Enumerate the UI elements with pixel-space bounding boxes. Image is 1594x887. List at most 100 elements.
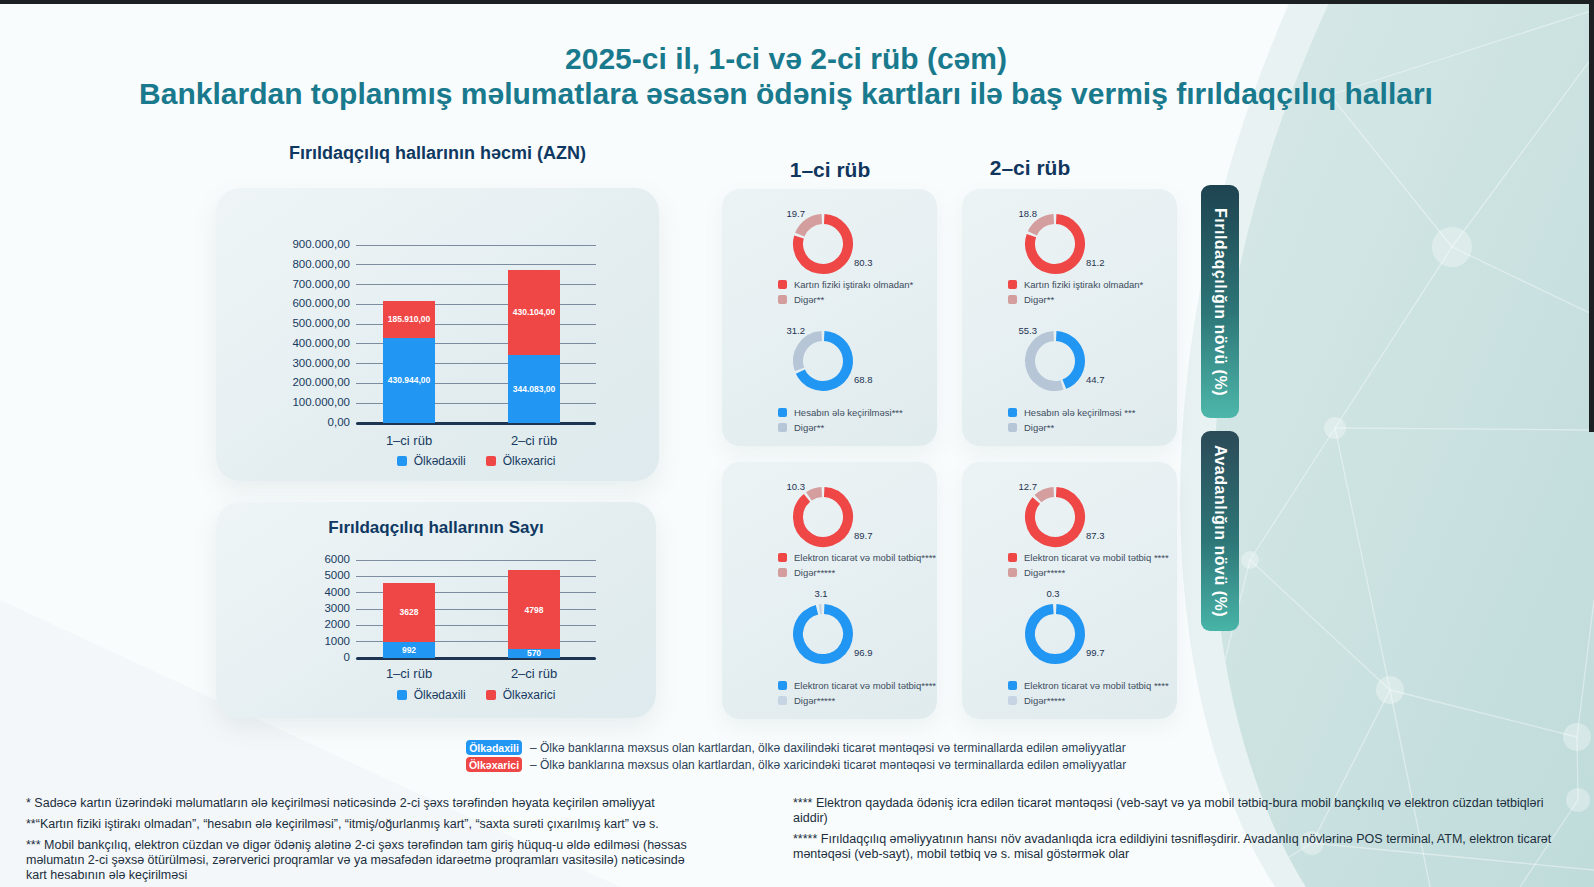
chart-legend: ÖlkədaxiliÖlkəxarici bbox=[356, 454, 596, 468]
bar-value-label: 344.083,00 bbox=[508, 384, 560, 394]
donut-legend-item: Digər***** bbox=[1008, 695, 1065, 706]
donut-arc-secondary bbox=[1038, 492, 1054, 499]
legend-swatch bbox=[397, 690, 407, 700]
donut-legend-item: Elektron ticarət və mobil tətbiq **** bbox=[1008, 552, 1169, 563]
column-header-q2: 2–ci rüb bbox=[930, 156, 1130, 180]
gridline bbox=[356, 284, 596, 285]
donut-primary-value: 68.8 bbox=[854, 374, 873, 385]
footnote-2: **“Kartın fiziki iştirakı olmadan”, “hes… bbox=[26, 817, 704, 832]
donut-legend-item: Kartın fiziki iştirakı olmadan* bbox=[1008, 279, 1143, 290]
donut-secondary-value: 55.3 bbox=[975, 325, 1037, 336]
legend-label: Kartın fiziki iştirakı olmadan* bbox=[794, 279, 913, 290]
ribbon-fraud-type-label: Fırıldaqçılığın növü (%) bbox=[1211, 208, 1229, 396]
donut-arc-primary bbox=[798, 492, 848, 542]
olkedaxili-description: – Ölkə banklarına məxsus olan kartlardan… bbox=[530, 741, 1126, 755]
donut-secondary-value: 12.7 bbox=[975, 481, 1037, 492]
donut-arc-secondary bbox=[800, 219, 822, 235]
legend-item: Ölkədaxili bbox=[397, 688, 466, 702]
legend-label: Hesabın ələ keçirilməsi*** bbox=[794, 407, 903, 418]
legend-label: Kartın fiziki iştirakı olmadan* bbox=[1024, 279, 1143, 290]
legend-label: Elektron ticarət və mobil tətbiq **** bbox=[1024, 680, 1169, 691]
donut-legend-item: Digər** bbox=[778, 294, 824, 305]
donut-chart bbox=[1017, 596, 1093, 672]
y-axis-tick-label: 500.000,00 bbox=[216, 317, 350, 329]
legend-label: Elektron ticarət və mobil tətbiq**** bbox=[794, 680, 936, 691]
volume-bar-chart: 900.000,00800.000,00700.000,00600.000,00… bbox=[216, 188, 659, 481]
y-axis-tick-label: 400.000,00 bbox=[216, 337, 350, 349]
donut-legend-item: Digər** bbox=[778, 422, 824, 433]
legend-label: Ölkədaxili bbox=[414, 688, 466, 702]
legend-swatch bbox=[1008, 280, 1017, 289]
donut-arc-secondary bbox=[1030, 336, 1062, 386]
donut-arc-primary bbox=[1030, 609, 1080, 659]
donut-legend-item: Digər***** bbox=[778, 695, 835, 706]
ribbon-fraud-type: Fırıldaqçılığın növü (%) bbox=[1201, 185, 1239, 418]
legend-label: Elektron ticarət və mobil tətbiq **** bbox=[1024, 552, 1169, 563]
y-axis-tick-label: 200.000,00 bbox=[216, 376, 350, 388]
donut-primary-value: 99.7 bbox=[1086, 647, 1105, 658]
legend-swatch bbox=[778, 696, 787, 705]
legend-label: Digər** bbox=[794, 294, 824, 305]
legend-label: Ölkəxarici bbox=[503, 688, 556, 702]
page-title-line2: Banklardan toplanmış məlumatlara əsasən … bbox=[0, 77, 1572, 111]
donut-legend-item: Hesabın ələ keçirilməsi *** bbox=[1008, 407, 1135, 418]
legend-swatch bbox=[778, 295, 787, 304]
legend-label: Digər***** bbox=[794, 695, 835, 706]
legend-label: Digər** bbox=[1024, 294, 1054, 305]
donut-secondary-value: 19.7 bbox=[743, 208, 805, 219]
bar-value-label: 430.944,00 bbox=[383, 375, 435, 385]
x-axis-category-label: 2–ci rüb bbox=[474, 433, 594, 448]
footnote-4: **** Elektron qaydada ödəniş icra edilən… bbox=[793, 796, 1555, 826]
legend-swatch bbox=[778, 681, 787, 690]
footnote-5: ***** Fırıldaqçılıq əməliyyatının hansı … bbox=[793, 832, 1555, 862]
page-title-line1: 2025-ci il, 1-ci və 2-ci rüb (cəm) bbox=[0, 42, 1572, 76]
legend-swatch bbox=[1008, 681, 1017, 690]
bar-value-label: 185.910,00 bbox=[383, 314, 435, 324]
legend-label: Digər***** bbox=[794, 567, 835, 578]
donut-arc-primary bbox=[1056, 336, 1080, 384]
x-axis-category-label: 1–ci rüb bbox=[349, 433, 469, 448]
legend-olkedaxili-row: Ölkədaxili – Ölkə banklarına məxsus olan… bbox=[466, 740, 1126, 755]
gridline bbox=[356, 245, 596, 246]
donut-arc-secondary bbox=[809, 492, 822, 496]
donut-secondary-value: 3.1 bbox=[799, 588, 843, 599]
legend-swatch bbox=[1008, 295, 1017, 304]
y-axis-tick-label: 700.000,00 bbox=[216, 278, 350, 290]
donut-primary-value: 96.9 bbox=[854, 647, 873, 658]
y-axis-tick-label: 300.000,00 bbox=[216, 357, 350, 369]
legend-swatch bbox=[778, 423, 787, 432]
legend-swatch bbox=[1008, 408, 1017, 417]
content-layer: 2025-ci il, 1-ci və 2-ci rüb (cəm) Bankl… bbox=[0, 0, 1594, 887]
donut-card-q1-equipment: 89.710.3Elektron ticarət və mobil tətbiq… bbox=[722, 462, 937, 719]
legend-label: Digər***** bbox=[1024, 567, 1065, 578]
donut-card-q2-fraud: 81.218.8Kartın fiziki iştirakı olmadan*D… bbox=[962, 189, 1177, 446]
legend-label: Ölkədaxili bbox=[414, 454, 466, 468]
donut-arc-primary bbox=[798, 609, 848, 659]
legend-swatch bbox=[397, 456, 407, 466]
window-right-border bbox=[1589, 0, 1594, 432]
legend-swatch bbox=[778, 280, 787, 289]
legend-label: Hesabın ələ keçirilməsi *** bbox=[1024, 407, 1135, 418]
legend-label: Elektron ticarət və mobil tətbiq**** bbox=[794, 552, 936, 563]
y-axis-tick-label: 800.000,00 bbox=[216, 258, 350, 270]
donut-legend-item: Hesabın ələ keçirilməsi*** bbox=[778, 407, 903, 418]
x-axis-category-label: 2–ci rüb bbox=[474, 666, 594, 681]
olkedaxili-badge: Ölkədaxili bbox=[466, 740, 522, 755]
donut-primary-value: 89.7 bbox=[854, 530, 873, 541]
footnotes-right: **** Elektron qaydada ödəniş icra edilən… bbox=[793, 796, 1555, 868]
donut-legend-item: Digər***** bbox=[778, 567, 835, 578]
footnote-1: * Sadəcə kartın üzərindəki məlumatların … bbox=[26, 796, 704, 811]
donut-legend-item: Digər** bbox=[1008, 294, 1054, 305]
ribbon-equipment-type-label: Avadanlığın növü (%) bbox=[1211, 445, 1229, 617]
donut-primary-value: 81.2 bbox=[1086, 257, 1105, 268]
legend-swatch bbox=[1008, 553, 1017, 562]
y-axis-tick-label: 6000 bbox=[216, 553, 350, 565]
y-axis-tick-label: 600.000,00 bbox=[216, 297, 350, 309]
ribbon-equipment-type: Avadanlığın növü (%) bbox=[1201, 431, 1239, 631]
x-axis-category-label: 1–ci rüb bbox=[349, 666, 469, 681]
footnotes-left: * Sadəcə kartın üzərindəki məlumatların … bbox=[26, 796, 704, 887]
y-axis-tick-label: 1000 bbox=[216, 635, 350, 647]
olkexarici-description: – Ölkə banklarına məxsus olan kartlardan… bbox=[530, 758, 1126, 772]
y-axis-tick-label: 0,00 bbox=[216, 416, 350, 428]
donut-card-q2-equipment: 87.312.7Elektron ticarət və mobil tətbiq… bbox=[962, 462, 1177, 719]
